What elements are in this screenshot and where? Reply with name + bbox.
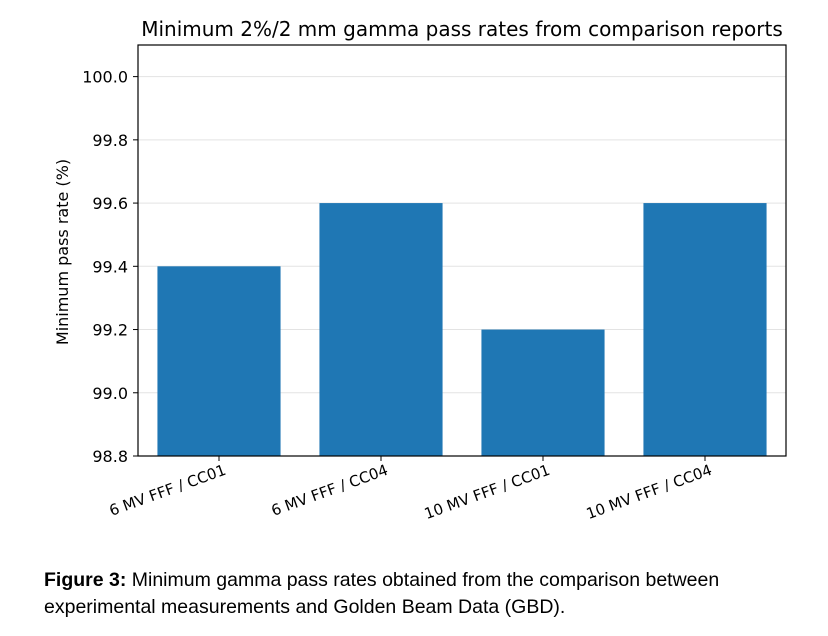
bar-3 <box>643 203 767 456</box>
x-tick-label-0: 6 MV FFF / CC01 <box>107 461 229 520</box>
chart-title: Minimum 2%/2 mm gamma pass rates from co… <box>141 17 783 41</box>
x-tick-label-3: 10 MV FFF / CC04 <box>584 461 715 523</box>
bars <box>157 203 767 456</box>
caption-line-2: experimental measurements and Golden Bea… <box>44 596 566 618</box>
y-axis-ticks: 98.8 99.0 99.2 99.4 99.6 99.8 100.0 <box>82 68 138 466</box>
bar-2 <box>481 329 605 456</box>
y-tick-label-5: 99.8 <box>92 131 128 150</box>
y-tick-label-2: 99.2 <box>92 321 128 340</box>
x-tick-label-1: 6 MV FFF / CC04 <box>269 461 391 520</box>
y-tick-label-1: 99.0 <box>92 384 128 403</box>
plot-frame <box>137 44 787 457</box>
bar-0 <box>157 266 281 456</box>
y-tick-label-4: 99.6 <box>92 194 128 213</box>
y-axis-label: Minimum pass rate (%) <box>53 159 72 345</box>
x-tick-label-2: 10 MV FFF / CC01 <box>422 461 553 523</box>
figure-caption: Figure 3: Minimum gamma pass rates obtai… <box>44 567 824 621</box>
y-tick-label-3: 99.4 <box>92 257 128 276</box>
x-axis-ticks: 6 MV FFF / CC01 6 MV FFF / CC04 10 MV FFF … <box>107 456 715 523</box>
caption-label: Figure 3: <box>44 569 127 591</box>
bar-1 <box>319 203 443 456</box>
caption-line-1: Minimum gamma pass rates obtained from t… <box>126 569 720 591</box>
y-tick-label-6: 100.0 <box>82 68 128 87</box>
y-tick-label-0: 98.8 <box>92 447 128 466</box>
bar-chart: 98.8 99.0 99.2 99.4 99.6 99.8 100.0 6 MV FFF /… <box>53 17 787 523</box>
